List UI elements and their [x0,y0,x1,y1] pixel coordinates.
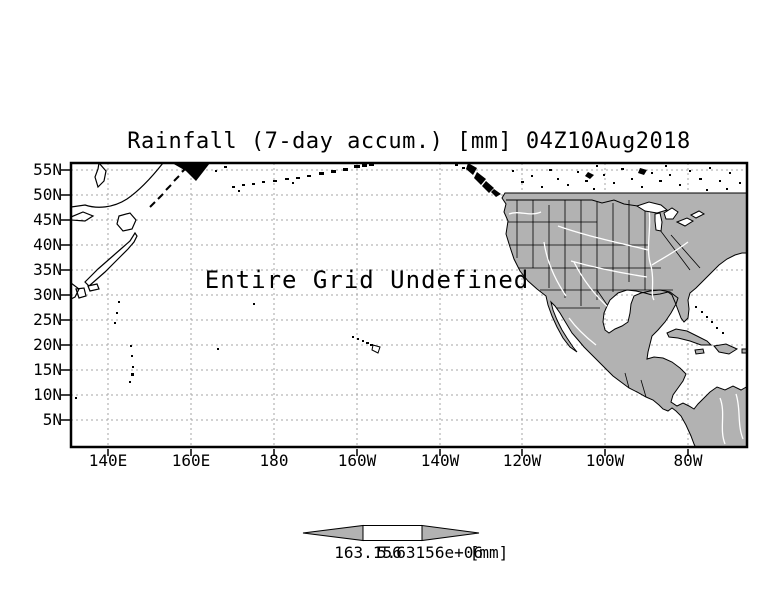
plot-frame [69,161,749,449]
lat-label: 30N [33,285,62,304]
state-borders [506,199,701,398]
colorbar-units-label: [mm] [469,543,509,562]
lat-label: 15N [33,360,62,379]
colorbar-left-arrow [302,524,364,542]
axis-ticks [61,169,689,456]
plot-title: Rainfall (7-day accum.) [mm] 04Z10Aug201… [127,129,691,154]
colorbar-box [362,525,423,541]
caribbean-islands [666,328,746,355]
lat-label: 20N [33,335,62,354]
lon-label: 180 [259,451,289,470]
lon-label: 120W [502,451,542,470]
lon-label: 100W [585,451,625,470]
lat-label: 40N [33,235,62,254]
bahamas-specks [695,306,724,334]
alaska-panhandle-islands [455,164,501,197]
canada-lake-marks [512,165,741,191]
lat-label: 35N [33,260,62,279]
rivers [508,209,744,445]
aleutian-islands [215,164,374,192]
lat-label: 10N [33,385,62,404]
asia-coastlines [72,164,163,300]
lon-label: 140E [88,451,128,470]
lon-label: 80W [673,451,703,470]
small-ocean-islets [217,303,255,350]
colorbar-right-arrow [421,524,480,542]
kuril-islands [149,166,188,208]
north-america-landmass [501,192,746,446]
lat-label: 45N [33,210,62,229]
colorbar [302,524,480,542]
lon-label: 140W [420,451,460,470]
hawaii-islands [352,336,381,354]
colorbar-max-label: 5.63156e+06 [377,543,483,562]
izu-bonin-islands [75,301,134,399]
lon-label: 160W [337,451,377,470]
kamchatka-peninsula [173,164,210,181]
lat-label: 25N [33,310,62,329]
colorbar-min-label: 163.156 [334,543,402,562]
lat-label: 5N [42,410,62,429]
lat-label: 50N [33,185,62,204]
lat-label: 55N [33,160,62,179]
undefined-grid-message: Entire Grid Undefined [204,266,530,294]
lon-label: 160E [171,451,211,470]
great-lakes [635,201,706,232]
